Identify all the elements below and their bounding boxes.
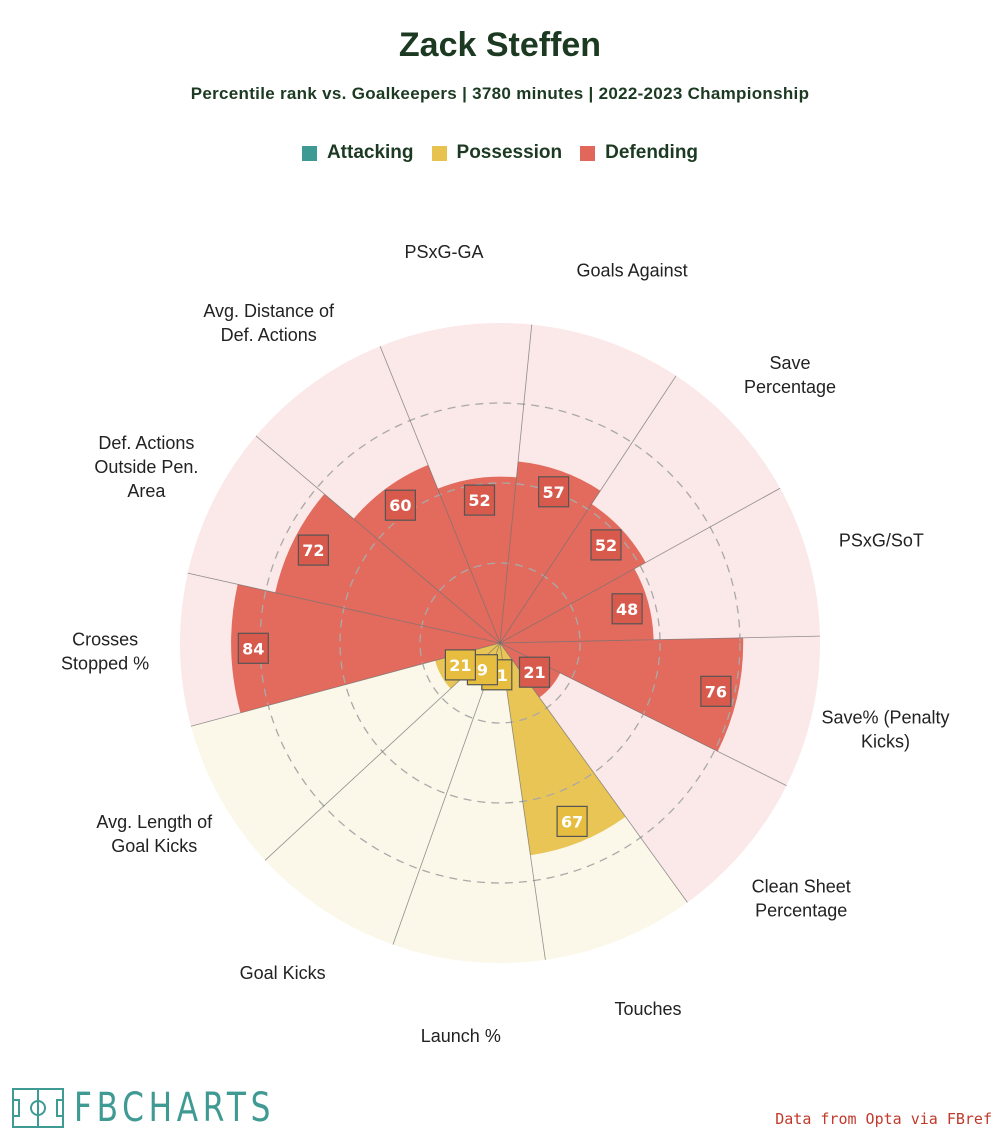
gridline-circle [419,562,581,724]
legend-label-attacking: Attacking [326,142,414,163]
value-wedge [500,461,601,643]
axis-label: Goals Against [577,261,688,281]
axis-label: Def. Actions Outside Pen. Area [94,433,198,501]
legend-swatch-possession [431,145,447,161]
value-label: 9 [477,661,488,680]
value-label: 72 [302,541,324,560]
background-sector [191,643,500,861]
value-label: 48 [616,600,638,619]
axis-label: PSxG/SoT [839,530,924,550]
legend: Attacking Possession Defending [0,142,1000,164]
gridline-circle [259,402,741,884]
spoke-line [392,642,501,945]
axis-label: Save Percentage [744,353,836,397]
spoke-line [499,487,781,644]
axis-label: Clean Sheet Percentage [752,877,851,921]
axis-label: PSxG-GA [404,242,483,262]
fbcharts-logo: FBCHARTS [12,1086,332,1130]
value-box [700,675,732,707]
spoke-line [499,375,677,644]
value-label: 21 [523,663,545,682]
value-box [590,529,622,561]
value-box [537,476,570,508]
axis-label: Touches [614,999,681,1019]
value-wedge [500,643,626,856]
value-box [444,649,476,681]
legend-item-possession: Possession [431,142,563,164]
value-label: 52 [468,491,490,510]
logo-text: FBCHARTS [74,1085,276,1131]
background-sector [500,643,787,903]
axis-label: Save% (Penalty Kicks) [821,707,949,751]
chart-title: Zack Steffen [398,26,602,64]
legend-item-defending: Defending [580,142,698,164]
axis-label: Goal Kicks [240,963,326,983]
value-wedge [500,637,744,752]
data-source: Data from Opta via FBref [775,1110,992,1128]
value-label: 57 [542,483,564,502]
value-label: 60 [389,496,411,515]
legend-item-attacking: Attacking [301,142,414,164]
spoke-line [255,435,501,644]
spoke-line [379,346,501,644]
spoke-line [499,635,820,644]
spoke-line [499,642,546,960]
value-box [556,805,588,838]
spoke-line [499,324,533,644]
legend-label-possession: Possession [456,142,563,163]
axis-label: Launch % [421,1026,501,1046]
background-sector [265,643,500,945]
value-wedge [500,568,654,643]
value-box [384,489,416,521]
spoke-line [187,572,501,644]
radar-chart: 52 PSxG-GA 57 Goals Against 52 Save Percentage… [61,242,949,1046]
value-box [237,632,269,664]
value-box [518,656,551,688]
axis-label: Crosses Stopped % [61,630,149,674]
pitch-icon [12,1088,64,1128]
value-wedge [231,584,500,713]
legend-swatch-attacking [301,145,317,161]
chart-subtitle: Percentile rank vs. Goalkeepers | 3780 m… [190,84,810,103]
value-label: 67 [561,812,583,831]
value-label: 21 [449,656,471,675]
value-label: 84 [242,639,264,658]
value-box [297,534,329,566]
legend-label-defending: Defending [605,142,699,163]
value-box [611,593,643,625]
gridline-circle [339,482,661,804]
legend-swatch-defending [580,145,596,161]
axis-label: Avg. Distance of Def. Actions [203,301,335,345]
value-wedge [275,493,500,643]
value-wedge [437,476,517,643]
axis-label: Avg. Length of Goal Kicks [96,812,213,856]
value-label: 52 [595,536,617,555]
value-label: 76 [705,682,727,701]
value-box [463,484,496,516]
